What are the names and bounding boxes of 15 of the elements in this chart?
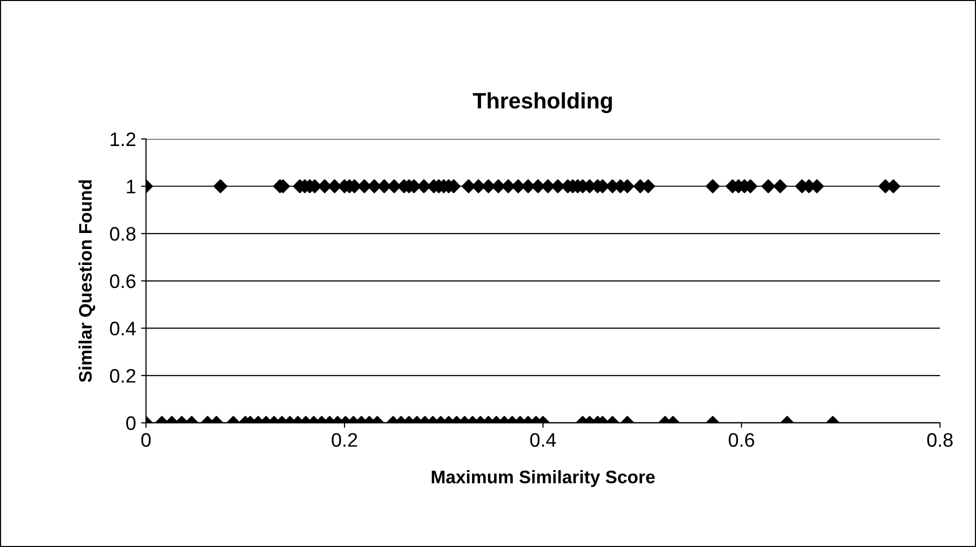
chart-title: Thresholding: [472, 92, 612, 114]
y-tick-label: 0.2: [110, 368, 136, 383]
y-axis-title: Similar Question Found: [78, 180, 96, 382]
x-tick-label: 0.2: [332, 433, 358, 447]
y-tick-label: 0.6: [110, 274, 136, 288]
x-tick-label: 0: [141, 433, 151, 447]
y-tick-label: 1: [126, 180, 136, 194]
y-tick-label: 0: [126, 416, 136, 430]
y-tick-label: 1.2: [110, 132, 136, 146]
x-axis-title: Maximum Similarity Score: [432, 470, 655, 487]
x-tick-label: 0.4: [530, 433, 556, 447]
x-tick-label: 0.6: [728, 433, 754, 447]
x-tick-label: 0.8: [927, 433, 953, 447]
y-tick-label: 0.4: [110, 322, 136, 336]
y-tick-label: 0.8: [110, 227, 136, 241]
